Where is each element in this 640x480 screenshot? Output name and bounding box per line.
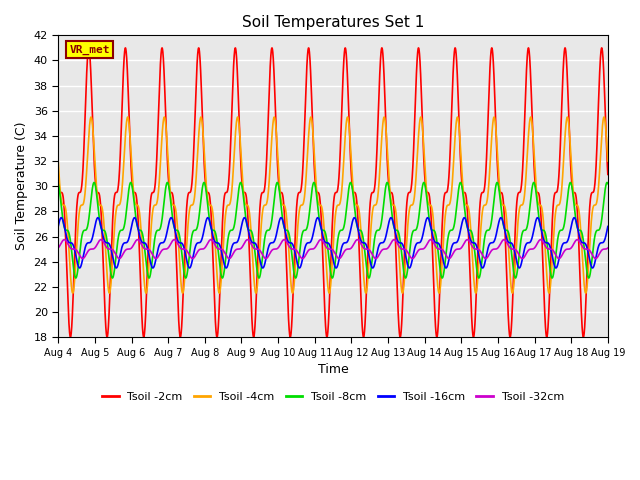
Line: Tsoil -4cm: Tsoil -4cm bbox=[58, 117, 608, 293]
Tsoil -2cm bbox=[67, 334, 74, 340]
Tsoil -4cm bbox=[153, 199, 161, 205]
Tsoil -8cm bbox=[604, 180, 611, 185]
Tsoil -8cm bbox=[604, 181, 612, 187]
Title: Soil Temperatures Set 1: Soil Temperatures Set 1 bbox=[242, 15, 424, 30]
Tsoil -4cm bbox=[313, 186, 321, 192]
Tsoil -4cm bbox=[604, 158, 612, 164]
Tsoil -8cm bbox=[72, 275, 79, 281]
Tsoil -2cm bbox=[598, 45, 605, 51]
Tsoil -4cm bbox=[426, 202, 434, 208]
Tsoil -2cm bbox=[153, 148, 161, 154]
Tsoil -4cm bbox=[456, 140, 464, 146]
Tsoil -32cm bbox=[592, 256, 600, 262]
Line: Tsoil -32cm: Tsoil -32cm bbox=[58, 240, 608, 259]
Line: Tsoil -2cm: Tsoil -2cm bbox=[58, 48, 608, 337]
Tsoil -2cm bbox=[456, 150, 464, 156]
Tsoil -16cm bbox=[313, 216, 321, 222]
Tsoil -8cm bbox=[54, 181, 62, 187]
Tsoil -16cm bbox=[426, 219, 434, 225]
Tsoil -16cm bbox=[54, 224, 62, 229]
Tsoil -16cm bbox=[604, 224, 612, 229]
Tsoil -32cm bbox=[604, 245, 612, 251]
Tsoil -2cm bbox=[604, 162, 611, 168]
Tsoil -8cm bbox=[456, 180, 464, 185]
Tsoil -2cm bbox=[313, 188, 321, 194]
X-axis label: Time: Time bbox=[317, 363, 348, 376]
Tsoil -32cm bbox=[604, 245, 611, 251]
Tsoil -4cm bbox=[600, 114, 608, 120]
Tsoil -8cm bbox=[153, 228, 161, 233]
Tsoil -16cm bbox=[488, 240, 495, 246]
Tsoil -2cm bbox=[604, 171, 612, 177]
Tsoil -32cm bbox=[426, 237, 434, 243]
Tsoil -16cm bbox=[58, 215, 65, 220]
Tsoil -32cm bbox=[313, 242, 321, 248]
Line: Tsoil -16cm: Tsoil -16cm bbox=[58, 217, 608, 268]
Text: VR_met: VR_met bbox=[69, 44, 109, 55]
Tsoil -2cm bbox=[54, 171, 62, 177]
Tsoil -8cm bbox=[604, 180, 611, 185]
Tsoil -4cm bbox=[488, 139, 495, 145]
Tsoil -8cm bbox=[313, 192, 321, 198]
Tsoil -32cm bbox=[153, 255, 161, 261]
Tsoil -16cm bbox=[604, 226, 611, 232]
Line: Tsoil -8cm: Tsoil -8cm bbox=[58, 182, 608, 278]
Y-axis label: Soil Temperature (C): Soil Temperature (C) bbox=[15, 122, 28, 251]
Tsoil -2cm bbox=[488, 46, 495, 52]
Tsoil -2cm bbox=[426, 196, 434, 202]
Tsoil -32cm bbox=[61, 237, 68, 242]
Tsoil -4cm bbox=[69, 290, 77, 296]
Tsoil -16cm bbox=[589, 265, 596, 271]
Tsoil -16cm bbox=[456, 229, 464, 235]
Tsoil -4cm bbox=[604, 149, 611, 155]
Tsoil -8cm bbox=[488, 219, 495, 225]
Tsoil -8cm bbox=[426, 220, 434, 226]
Tsoil -32cm bbox=[456, 246, 464, 252]
Tsoil -16cm bbox=[153, 251, 161, 256]
Tsoil -4cm bbox=[54, 158, 62, 164]
Legend: Tsoil -2cm, Tsoil -4cm, Tsoil -8cm, Tsoil -16cm, Tsoil -32cm: Tsoil -2cm, Tsoil -4cm, Tsoil -8cm, Tsoi… bbox=[97, 388, 568, 407]
Tsoil -32cm bbox=[488, 248, 495, 253]
Tsoil -32cm bbox=[54, 245, 62, 251]
